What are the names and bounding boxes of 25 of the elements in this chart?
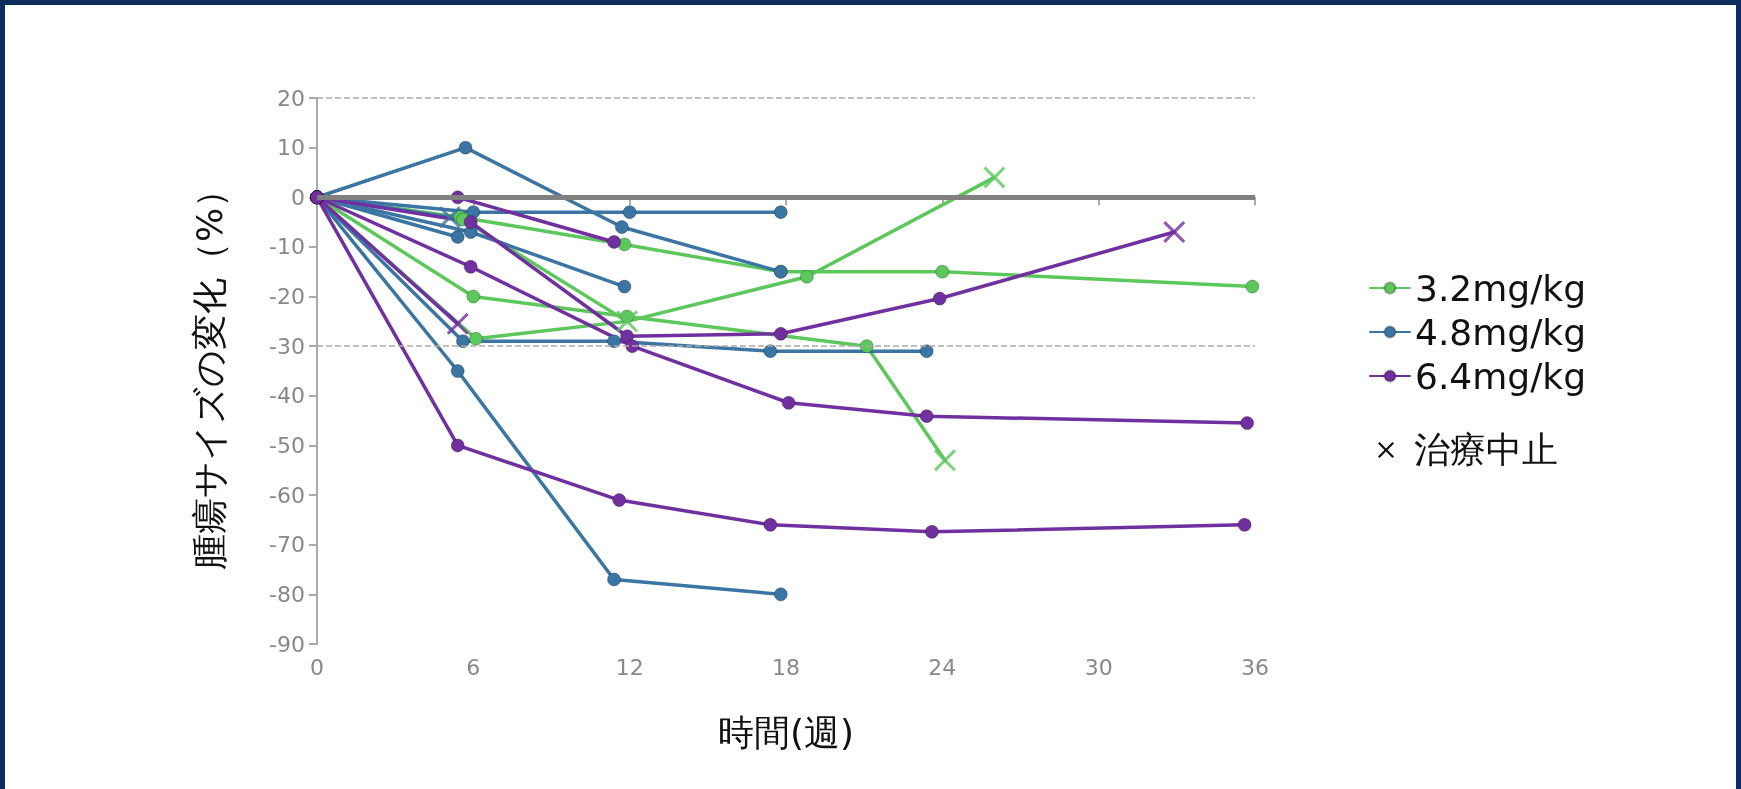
y-tick-label: -60 bbox=[269, 482, 305, 508]
y-tick-label: -10 bbox=[269, 234, 305, 260]
text: 治療中止 bbox=[1414, 428, 1558, 472]
legend-label: 3.2mg/kg bbox=[1415, 267, 1586, 309]
y-tick-label: -20 bbox=[269, 284, 305, 310]
y-tick-label: -90 bbox=[269, 631, 305, 657]
y-tick-label: -70 bbox=[269, 532, 305, 558]
legend-label: 4.8mg/kg bbox=[1415, 311, 1586, 353]
legend-label: 6.4mg/kg bbox=[1415, 355, 1586, 397]
y-axis-title: 腫瘍サイズの変化（%） bbox=[188, 171, 230, 571]
x-axis-title: 時間(週) bbox=[717, 711, 855, 753]
y-tick-label: 10 bbox=[277, 135, 305, 161]
x-tick-label: 18 bbox=[772, 654, 800, 680]
y-tick-label: -80 bbox=[269, 581, 305, 607]
x-tick-label: 36 bbox=[1241, 654, 1269, 680]
x-tick-label: 12 bbox=[615, 654, 644, 680]
y-tick-label: -30 bbox=[269, 333, 305, 359]
x-tick-label: 30 bbox=[1084, 654, 1113, 680]
y-tick-label: -50 bbox=[269, 432, 305, 458]
x-tick-label: 0 bbox=[310, 654, 324, 680]
x-tick-label: 6 bbox=[466, 654, 481, 680]
x-tick-label: 24 bbox=[928, 654, 957, 680]
y-tick-label: -40 bbox=[269, 383, 305, 409]
y-tick-label: 20 bbox=[277, 85, 305, 111]
y-tick-label: 0 bbox=[291, 184, 305, 210]
